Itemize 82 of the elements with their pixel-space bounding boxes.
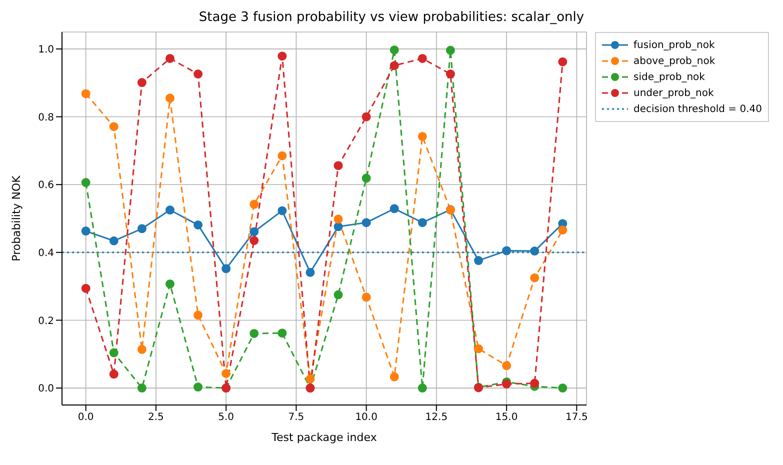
point xyxy=(250,328,259,338)
x-tick-label: 10.0 xyxy=(355,412,378,424)
x-tick-label: 7.5 xyxy=(288,412,304,424)
point xyxy=(530,378,540,388)
y-tick-label: 1.0 xyxy=(38,44,54,56)
point xyxy=(137,384,146,393)
point xyxy=(390,372,399,382)
point xyxy=(446,46,455,55)
legend-label: side_prob_nok xyxy=(634,72,705,82)
y-tick-label: 0.6 xyxy=(38,180,54,192)
point xyxy=(81,178,90,188)
y-tick-label: 0.2 xyxy=(38,316,54,327)
point xyxy=(474,256,484,266)
x-axis-title: Test package index xyxy=(270,431,378,444)
point xyxy=(194,220,203,230)
point xyxy=(137,344,146,354)
point xyxy=(222,264,231,274)
point xyxy=(306,268,315,277)
point xyxy=(109,348,118,358)
point xyxy=(109,370,118,379)
point xyxy=(165,206,174,215)
x-tick-label: 0.0 xyxy=(78,412,94,424)
x-tick-label: 2.5 xyxy=(148,412,164,424)
point xyxy=(278,52,287,61)
point xyxy=(558,384,568,393)
point xyxy=(418,384,427,393)
point xyxy=(165,94,174,103)
x-tick-label: 15.0 xyxy=(495,412,518,424)
legend-label: above_prob_nok xyxy=(634,56,716,66)
point xyxy=(306,374,315,384)
point xyxy=(530,273,540,282)
point xyxy=(390,204,399,214)
point xyxy=(222,368,231,378)
point xyxy=(165,279,174,288)
point xyxy=(502,361,512,370)
point xyxy=(418,218,427,228)
point xyxy=(474,344,484,354)
point xyxy=(502,246,512,256)
point xyxy=(137,78,146,88)
point xyxy=(278,328,287,338)
point xyxy=(278,151,287,160)
point xyxy=(362,218,371,228)
y-tick-label: 0.0 xyxy=(38,384,54,395)
point xyxy=(362,174,371,183)
y-tick-label: 0.4 xyxy=(38,248,54,259)
point xyxy=(362,112,371,122)
point xyxy=(81,284,90,293)
point xyxy=(250,200,259,209)
point xyxy=(418,54,427,63)
point xyxy=(137,224,146,234)
point xyxy=(558,226,568,235)
x-tick-label: 12.5 xyxy=(425,412,448,424)
legend-label: under_prob_nok xyxy=(634,88,714,98)
x-tick-label: 5.0 xyxy=(218,412,234,424)
point xyxy=(390,45,399,54)
point xyxy=(278,206,287,216)
legend-label: decision threshold = 0.40 xyxy=(634,104,762,114)
point xyxy=(194,382,203,392)
point xyxy=(250,236,259,246)
point xyxy=(81,89,90,98)
point xyxy=(81,226,90,236)
point xyxy=(530,246,540,256)
point xyxy=(165,54,174,63)
point xyxy=(558,57,568,66)
point xyxy=(418,132,427,141)
point xyxy=(362,292,371,302)
point xyxy=(446,70,455,79)
point xyxy=(334,214,343,224)
legend-label: fusion_prob_nok xyxy=(634,40,715,50)
point xyxy=(194,70,203,79)
point xyxy=(390,61,399,70)
point xyxy=(194,310,203,320)
point xyxy=(334,161,343,170)
point xyxy=(334,222,343,232)
chart-title: Stage 3 fusion probability vs view probabilities: scalar_only xyxy=(198,9,586,27)
point xyxy=(109,236,118,246)
y-tick-label: 0.8 xyxy=(38,112,54,124)
point xyxy=(109,122,118,132)
y-axis-title: Probability NOK xyxy=(10,174,23,262)
point xyxy=(250,227,259,236)
point xyxy=(334,290,343,300)
x-tick-label: 17.5 xyxy=(566,412,588,424)
